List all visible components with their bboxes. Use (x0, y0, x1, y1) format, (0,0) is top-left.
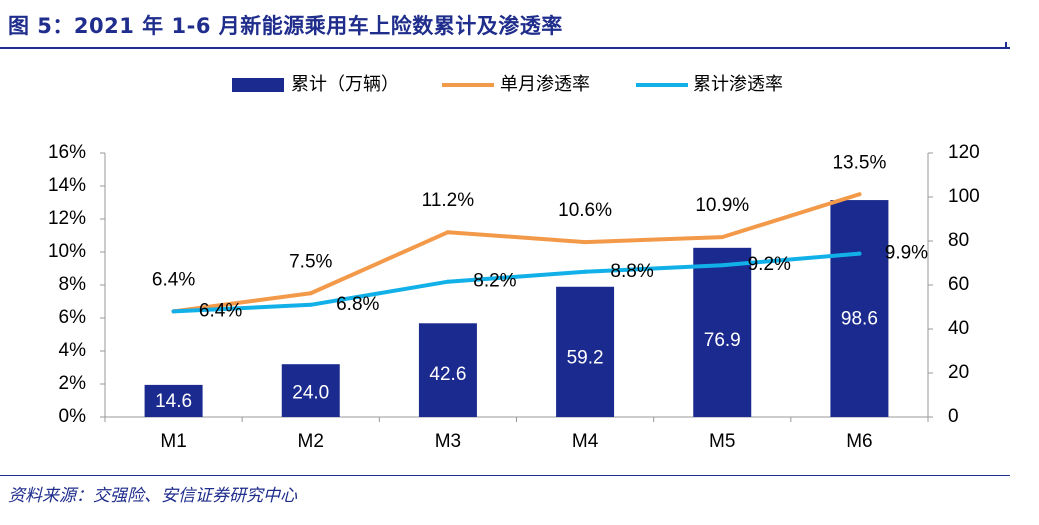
x-tick-label-m5: M5 (709, 431, 735, 452)
left-y-tick-label: 16% (48, 142, 86, 163)
source-divider (0, 475, 1010, 476)
cumulative-penetration-label: 9.9% (885, 243, 928, 264)
left-y-tick-label: 4% (59, 340, 87, 361)
left-y-tick-label: 12% (48, 208, 86, 229)
x-tick-label-m4: M4 (572, 431, 599, 452)
monthly-penetration-point (445, 230, 450, 235)
bar-value-label: 24.0 (292, 382, 329, 403)
source-note: 资料来源：交强险、安信证券研究中心 (8, 486, 297, 506)
left-y-tick-label: 2% (59, 373, 87, 394)
right-y-tick-label: 20 (948, 362, 969, 383)
cumulative-penetration-point (171, 309, 176, 314)
legend-label-cumulative-penetration: 累计渗透率 (693, 74, 783, 94)
bar-m6 (830, 200, 889, 417)
bar-m5 (693, 247, 752, 417)
x-tick-label-m2: M2 (298, 431, 324, 452)
right-y-tick-label: 120 (948, 142, 980, 163)
cumulative-penetration-label: 9.2% (748, 254, 791, 275)
chart: 累计（万辆） 单月渗透率 累计渗透率 0% 2% 4% 6% 8% 10% 12% 14% 16% 0 2… (48, 74, 980, 452)
right-y-tick-label: 40 (948, 318, 969, 339)
monthly-penetration-point (857, 192, 862, 197)
legend-label-monthly-penetration: 单月渗透率 (500, 74, 590, 94)
monthly-penetration-point (720, 235, 725, 240)
title-divider-end (1005, 42, 1007, 49)
bar-m3 (418, 323, 477, 417)
left-y-tick-label: 0% (59, 406, 87, 427)
monthly-penetration-label: 11.2% (422, 190, 475, 211)
cumulative-penetration-label: 6.4% (199, 300, 242, 321)
figure-title: 图 5：2021 年 1-6 月新能源乘用车上险数累计及渗透率 (8, 14, 563, 38)
cumulative-penetration-point (445, 279, 450, 284)
monthly-penetration-line (171, 192, 862, 314)
left-y-tick-label: 14% (48, 175, 86, 196)
monthly-penetration-label: 10.9% (695, 195, 749, 216)
right-y-tick-label: 100 (948, 186, 980, 207)
cumulative-penetration-label: 6.8% (336, 294, 379, 315)
right-y-tick-label: 60 (948, 274, 969, 295)
bar-m1 (144, 384, 203, 417)
x-tick-label-m6: M6 (846, 431, 872, 452)
legend-label-cumulative-vehicles: 累计（万辆） (291, 74, 399, 94)
cumulative-penetration-point (857, 251, 862, 256)
left-y-tick-label: 6% (59, 307, 87, 328)
title-divider (0, 47, 1010, 49)
monthly-penetration-label: 6.4% (152, 269, 195, 290)
cumulative-penetration-label: 8.8% (610, 261, 653, 282)
cumulative-penetration-label: 8.2% (473, 271, 516, 292)
left-y-tick-label: 8% (59, 274, 87, 295)
bar-value-label: 76.9 (704, 330, 741, 351)
right-y-tick-label: 0 (948, 406, 959, 427)
bar-m2 (281, 364, 340, 417)
bar-value-label: 42.6 (429, 364, 466, 385)
bar-value-label: 98.6 (841, 308, 878, 329)
bar-value-label: 59.2 (567, 347, 604, 368)
right-y-tick-label: 80 (948, 230, 969, 251)
monthly-penetration-point (583, 240, 588, 245)
cumulative-penetration-point (583, 269, 588, 274)
monthly-penetration-label: 10.6% (558, 200, 612, 221)
legend-swatch-cumulative-vehicles (232, 78, 284, 92)
cumulative-penetration-point (720, 263, 725, 268)
left-y-tick-label: 10% (48, 241, 86, 262)
bar-value-label: 14.6 (155, 391, 192, 412)
cumulative-penetration-point (308, 302, 313, 307)
x-tick-label-m1: M1 (160, 431, 186, 452)
monthly-penetration-label: 13.5% (832, 152, 886, 173)
cumulative-penetration-line (171, 251, 862, 314)
bar-m4 (556, 286, 615, 417)
monthly-penetration-label: 7.5% (289, 251, 332, 272)
x-tick-label-m3: M3 (435, 431, 461, 452)
monthly-penetration-point (308, 291, 313, 296)
